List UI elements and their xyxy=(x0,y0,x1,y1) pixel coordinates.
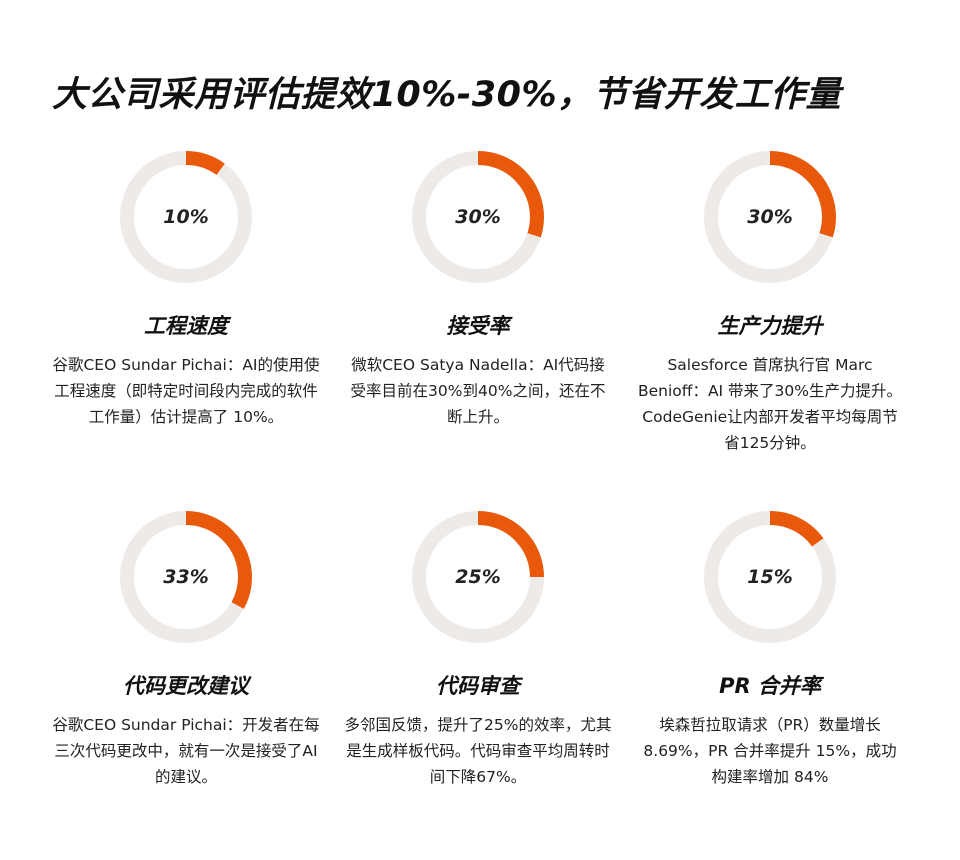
metric-card: 25% 代码审查 多邻国反馈，提升了25%的效率，尤其是生成样板代码。代码审查平… xyxy=(332,500,624,840)
card-description: 微软CEO Satya Nadella：AI代码接受率目前在30%到40%之间，… xyxy=(350,356,606,426)
card-description: 多邻国反馈，提升了25%的效率，尤其是生成样板代码。代码审查平均周转时间下降67… xyxy=(344,716,612,786)
card-description: 埃森哲拉取请求（PR）数量增长8.69%，PR 合并率提升 15%，成功构建率增… xyxy=(643,716,897,786)
card-title: 代码更改建议 xyxy=(123,674,249,698)
card-description: 谷歌CEO Sundar Pichai：开发者在每三次代码更改中，就有一次是接受… xyxy=(52,716,320,786)
metric-card: 15% PR 合并率 埃森哲拉取请求（PR）数量增长8.69%，PR 合并率提升… xyxy=(624,500,916,840)
metric-card: 10% 工程速度 谷歌CEO Sundar Pichai：AI的使用使工程速度（… xyxy=(40,140,332,500)
donut-svg xyxy=(704,511,836,643)
donut-chart: 25% xyxy=(411,510,545,644)
donut-value-arc xyxy=(704,511,836,643)
donut-value-arc xyxy=(412,151,544,283)
donut-svg xyxy=(120,511,252,643)
donut-svg xyxy=(704,151,836,283)
percent-label: 10% xyxy=(163,206,209,228)
card-description: Salesforce 首席执行官 Marc Benioff：AI 带来了30%生… xyxy=(637,356,902,452)
metrics-grid: 10% 工程速度 谷歌CEO Sundar Pichai：AI的使用使工程速度（… xyxy=(40,140,920,840)
card-title: PR 合并率 xyxy=(719,674,821,698)
card-title: 代码审查 xyxy=(436,674,520,698)
percent-label: 15% xyxy=(747,566,793,588)
donut-chart: 10% xyxy=(119,150,253,284)
donut-chart: 30% xyxy=(703,150,837,284)
card-description: 谷歌CEO Sundar Pichai：AI的使用使工程速度（即特定时间段内完成… xyxy=(52,356,320,426)
percent-label: 30% xyxy=(455,206,501,228)
percent-label: 25% xyxy=(455,566,501,588)
donut-svg xyxy=(120,151,252,283)
metric-card: 30% 生产力提升 Salesforce 首席执行官 Marc Benioff：… xyxy=(624,140,916,500)
metric-card: 30% 接受率 微软CEO Satya Nadella：AI代码接受率目前在30… xyxy=(332,140,624,500)
card-title: 工程速度 xyxy=(144,314,228,338)
card-title: 接受率 xyxy=(446,314,510,338)
donut-chart: 33% xyxy=(119,510,253,644)
page-title: 大公司采用评估提效10%-30%，节省开发工作量 xyxy=(52,75,842,115)
donut-svg xyxy=(412,511,544,643)
metric-card: 33% 代码更改建议 谷歌CEO Sundar Pichai：开发者在每三次代码… xyxy=(40,500,332,840)
percent-label: 30% xyxy=(747,206,793,228)
donut-value-arc xyxy=(704,151,836,283)
donut-value-arc xyxy=(120,151,252,283)
donut-svg xyxy=(412,151,544,283)
donut-chart: 15% xyxy=(703,510,837,644)
percent-label: 33% xyxy=(163,566,209,588)
donut-value-arc xyxy=(412,511,544,643)
card-title: 生产力提升 xyxy=(717,314,823,338)
donut-chart: 30% xyxy=(411,150,545,284)
donut-value-arc xyxy=(120,511,252,643)
